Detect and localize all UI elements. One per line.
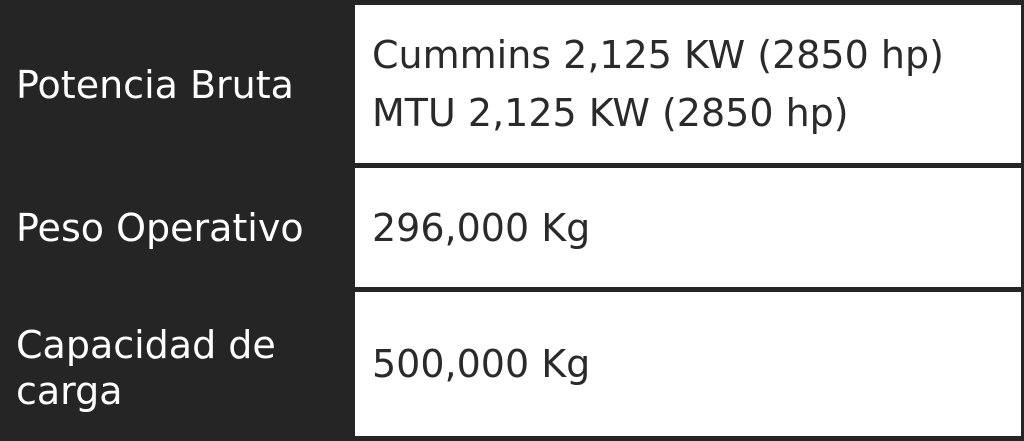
row-value-cell: Cummins 2,125 KW (2850 hp) MTU 2,125 KW … [355,5,1021,163]
row-value: 500,000 Kg [372,342,591,386]
row-label-cell: Potencia Bruta [0,0,354,166]
row-value: MTU 2,125 KW (2850 hp) [372,91,849,135]
row-label: Capacidad de carga [16,322,276,413]
table-row-peso-operativo: Peso Operativo 296,000 Kg [0,166,1024,290]
row-label: Peso Operativo [16,206,304,250]
row-value-cell: 296,000 Kg [355,168,1021,287]
row-value: Cummins 2,125 KW (2850 hp) [372,33,944,77]
row-label-cell: Peso Operativo [0,166,354,290]
row-value: 296,000 Kg [372,205,591,250]
row-value-cell: 500,000 Kg [355,292,1021,436]
table-row-capacidad-de-carga: Capacidad de carga 500,000 Kg [0,290,1024,441]
row-label-cell: Capacidad de carga [0,290,354,441]
row-label: Potencia Bruta [16,63,294,107]
table-row-potencia-bruta: Potencia Bruta Cummins 2,125 KW (2850 hp… [0,0,1024,166]
